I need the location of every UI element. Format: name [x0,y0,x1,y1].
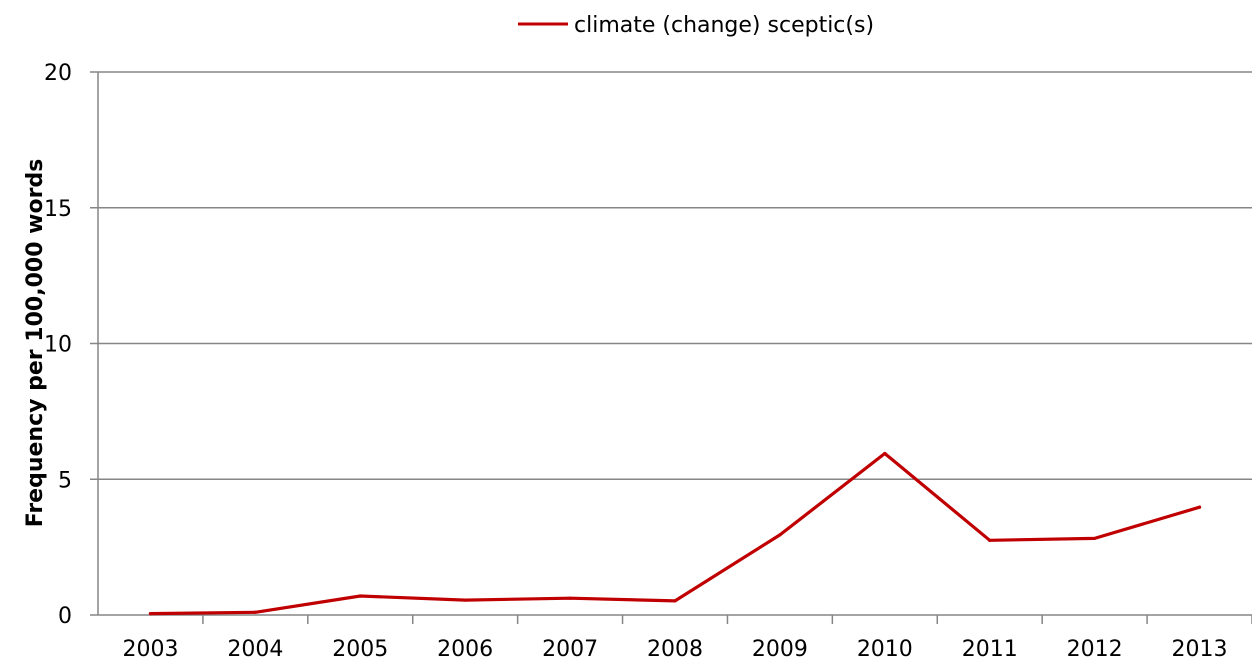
x-tick-label: 2005 [332,637,388,662]
series-lines [148,451,1202,616]
x-tick-label: 2009 [752,637,808,662]
tick-labels: 0 5 10 15 20 2003 2004 2005 2006 2007 2008 2009 2010… [44,61,1228,662]
data-point [253,610,257,614]
data-point [1093,536,1097,541]
y-tick-label: 20 [44,61,72,86]
legend: climate (change) sceptic(s) [518,13,874,38]
data-point [358,594,362,598]
x-tick-label: 2006 [437,637,493,662]
y-tick-label: 5 [58,468,72,493]
axes [90,72,1252,624]
x-tick-label: 2012 [1067,637,1123,662]
x-tick-label: 2004 [227,637,283,662]
y-tick-label: 10 [44,333,72,358]
x-tick-label: 2003 [122,637,178,662]
y-tick-label: 0 [58,604,72,629]
data-point [463,598,467,602]
x-tick-label: 2011 [962,637,1018,662]
x-tick-label: 2013 [1172,637,1228,662]
series-line [148,451,1202,616]
data-point [883,451,887,456]
y-tick-label: 15 [44,197,72,222]
data-point [778,533,782,537]
data-point [673,599,677,603]
data-point [568,596,572,600]
x-tick-label: 2010 [857,637,913,662]
x-tick-label: 2007 [542,637,598,662]
data-point [148,612,153,616]
y-axis-title: Frequency per 100,000 words [23,159,48,528]
gridlines [90,71,1252,480]
data-point [988,538,992,542]
legend-label: climate (change) sceptic(s) [574,13,874,38]
x-tick-label: 2008 [647,637,703,662]
data-point [1197,505,1202,509]
